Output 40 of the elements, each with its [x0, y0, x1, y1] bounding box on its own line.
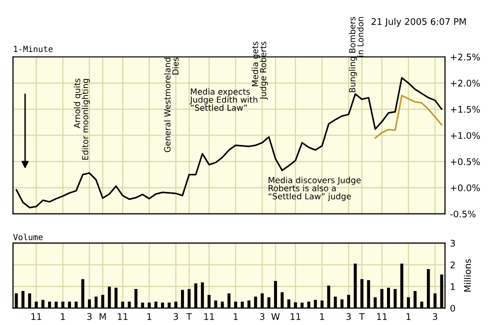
annotation: Bungling Bombers in London: [348, 16, 364, 92]
chart-subtitle: 21 July 2005 6:07 PM: [372, 18, 466, 27]
x-tick-label: 1: [147, 313, 152, 320]
annotation: Arnold quits Editor moonlighting: [74, 78, 90, 160]
y-axis-title: Millions: [464, 259, 471, 292]
y-tick-label: 1: [450, 283, 455, 290]
x-tick-label: 11: [290, 313, 300, 320]
annotation: Media discovers Judge Roberts is also a “Settled Law” judge: [268, 176, 361, 201]
x-tick-label: 3: [174, 313, 178, 320]
annotation: General Westmoreland Dies: [164, 57, 179, 152]
x-tick-label: 11: [204, 313, 214, 320]
x-tick-label: 1: [320, 313, 324, 320]
y-tick-label: +1.0%: [450, 132, 480, 139]
y-tick-label: +2.0%: [450, 80, 480, 87]
x-tick-label: 3: [346, 313, 351, 320]
x-tick-label: 3: [432, 313, 438, 320]
chart-title: Volume: [13, 234, 43, 240]
chart-title: 1-Minute: [14, 46, 53, 52]
line-series: [374, 94, 442, 139]
y-tick-label: -0.5%: [450, 210, 476, 218]
y-tick-label: +0.5%: [450, 158, 480, 166]
y-tick-label: +2.5%: [450, 54, 480, 60]
x-tick-label: 11: [377, 313, 387, 320]
x-tick-label: 3: [260, 313, 264, 320]
annotation: Media expects Judge Edith with “Settled Law”: [190, 88, 258, 111]
y-tick-label: 2: [450, 261, 455, 268]
x-tick-label: 1: [406, 313, 410, 320]
x-tick-label: 1: [234, 313, 238, 320]
y-tick-label: 3: [450, 240, 455, 247]
x-tick-label: W: [271, 313, 280, 320]
x-tick-label: T: [186, 313, 192, 320]
y-tick-label: +0.0%: [450, 184, 480, 192]
y-tick-label: +1.5%: [450, 106, 480, 113]
x-tick-label: 1: [60, 313, 65, 320]
x-tick-label: T: [359, 313, 365, 320]
x-tick-label: 11: [32, 313, 42, 320]
x-tick-label: 11: [118, 313, 128, 320]
y-tick-label: 0: [450, 304, 456, 312]
x-tick-label: M: [100, 313, 106, 320]
x-tick-label: 3: [87, 313, 92, 320]
